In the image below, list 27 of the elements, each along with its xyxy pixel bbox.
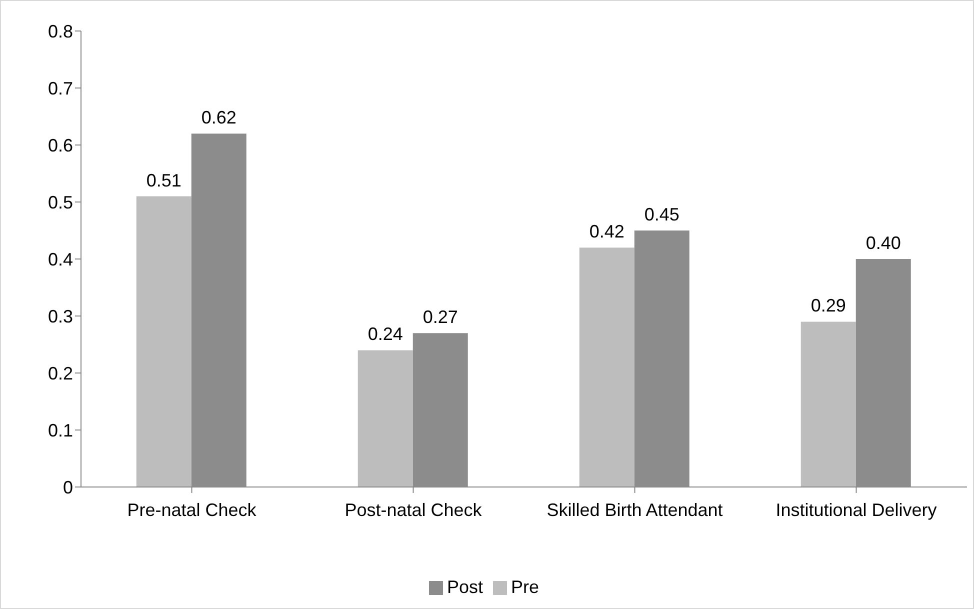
y-tick-label: 0.3 <box>48 306 73 326</box>
y-tick-label: 0 <box>62 477 73 498</box>
bar <box>136 196 192 487</box>
x-tick-label: Post-natal Check <box>344 500 483 520</box>
bar <box>358 350 413 487</box>
data-label: 0.27 <box>422 307 458 328</box>
y-tick-label: 0.8 <box>48 21 73 42</box>
data-label: 0.45 <box>644 204 680 224</box>
data-label: 0.51 <box>146 170 182 190</box>
y-tick-label: 0.5 <box>48 192 73 212</box>
data-label: 0.29 <box>810 296 846 316</box>
bar <box>800 322 856 487</box>
y-tick-label: 0.4 <box>48 249 73 270</box>
y-tick-label: 0.2 <box>48 363 73 384</box>
data-label: 0.62 <box>201 108 236 128</box>
y-tick-label: 0.1 <box>48 420 73 440</box>
x-tick-label: Skilled Birth Attendant <box>546 500 723 520</box>
data-label: 0.24 <box>368 324 403 344</box>
data-label: 0.42 <box>589 222 624 242</box>
data-label: 0.40 <box>866 233 901 253</box>
legend-label: Pre <box>511 577 540 597</box>
y-tick-label: 0.6 <box>48 135 73 156</box>
legend-label: Post <box>446 577 483 597</box>
y-tick-label: 0.7 <box>48 78 73 98</box>
x-tick-label: Pre-natal Check <box>127 500 258 520</box>
bar <box>579 248 634 487</box>
x-tick-label: Institutional Delivery <box>776 500 937 520</box>
